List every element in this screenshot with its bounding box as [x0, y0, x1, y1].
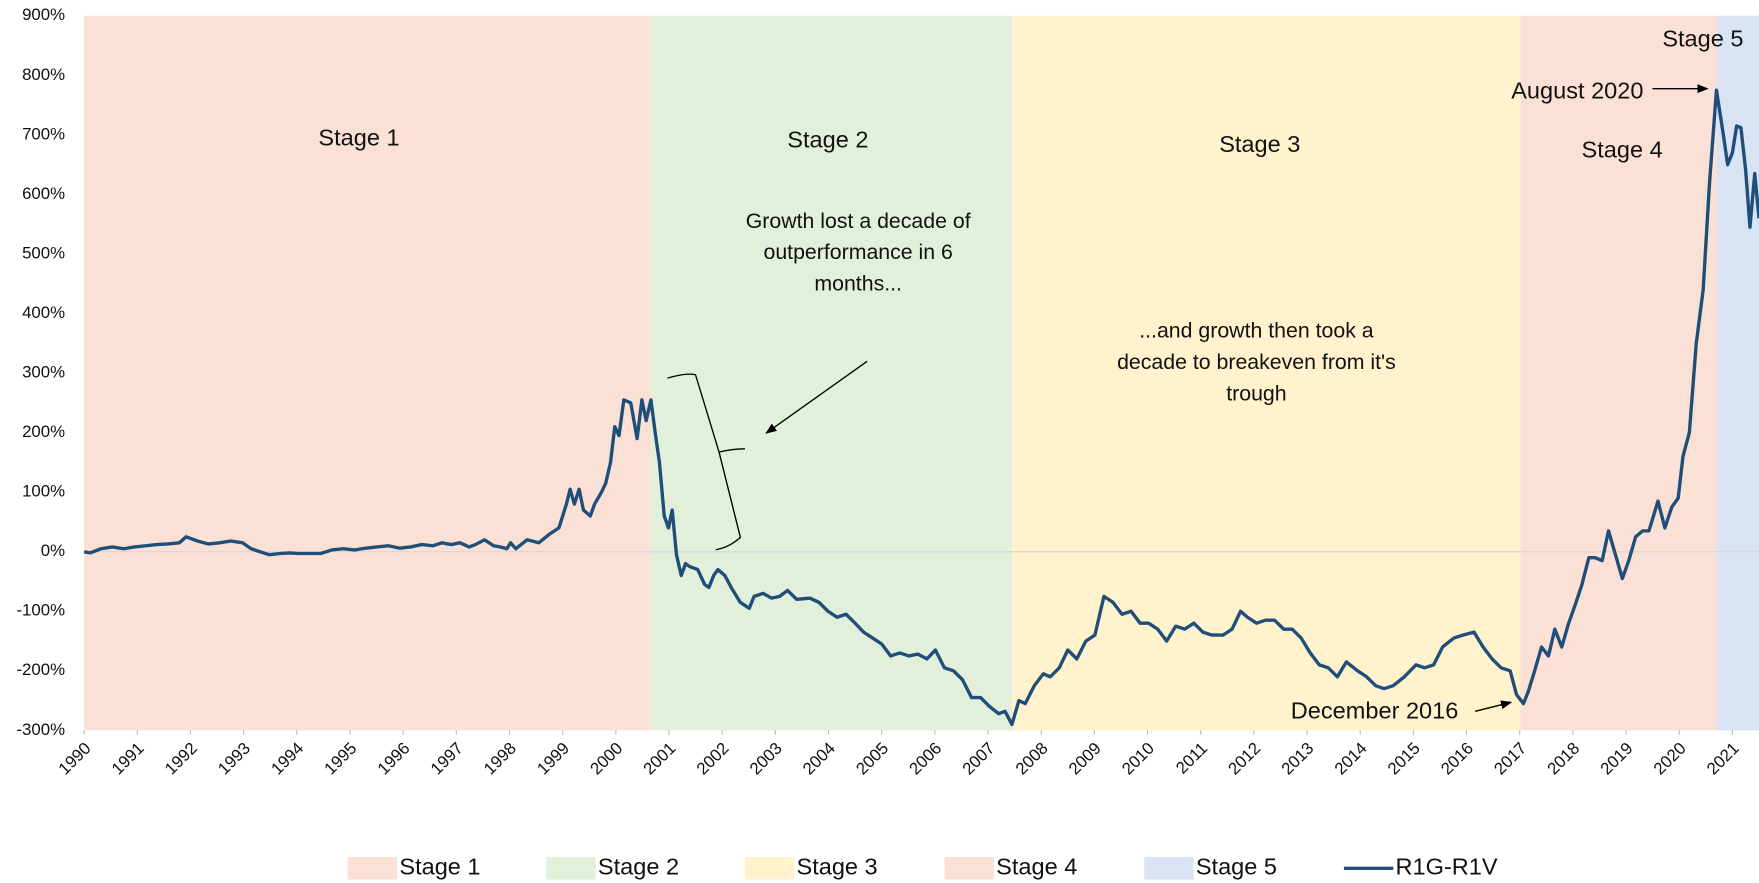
stage-label: Stage 2 [787, 127, 868, 153]
stage-label: Stage 1 [318, 124, 399, 150]
x-tick-label: 2018 [1543, 739, 1583, 779]
y-tick-label: 400% [22, 303, 65, 322]
x-tick-label: 2008 [1012, 739, 1052, 779]
x-tick-label: 2010 [1118, 739, 1158, 779]
x-tick-label: 1997 [427, 739, 467, 779]
y-tick-label: 0% [41, 541, 65, 560]
x-tick-label: 1991 [108, 739, 148, 779]
y-tick-label: 300% [22, 363, 65, 382]
x-tick-label: 2015 [1384, 739, 1424, 779]
arrow [1475, 700, 1513, 712]
x-tick-label: 2016 [1437, 739, 1477, 779]
stage-band [1011, 15, 1521, 731]
x-tick-label: 2004 [799, 739, 839, 779]
x-tick-label: 2017 [1490, 739, 1530, 779]
y-tick-label: -200% [16, 660, 65, 679]
bracket [667, 373, 745, 551]
legend-label: Stage 2 [598, 854, 679, 880]
x-tick-label: 1993 [214, 739, 254, 779]
annotation: Growth lost a decade of [746, 209, 971, 233]
x-tick-label: 2005 [852, 739, 892, 779]
x-tick-label: 1994 [267, 739, 307, 779]
stage-band [650, 15, 1012, 731]
stage-band [84, 15, 651, 731]
x-tick-label: 1990 [55, 739, 95, 779]
x-tick-label: 2001 [640, 739, 680, 779]
stage-label: Stage 3 [1219, 131, 1300, 157]
x-tick-label: 2020 [1650, 739, 1690, 779]
annotation: outperformance in 6 [763, 240, 952, 264]
x-tick-label: 1995 [321, 739, 361, 779]
y-tick-label: -300% [16, 720, 65, 739]
legend-label: Stage 1 [399, 854, 480, 880]
x-tick-label: 2007 [959, 739, 999, 779]
y-tick-label: -100% [16, 601, 65, 620]
series-line [83, 88, 1759, 727]
x-tick-label: 2003 [746, 739, 786, 779]
y-tick-label: 900% [22, 5, 65, 24]
x-tick-label: 2009 [1065, 739, 1105, 779]
x-tick-label: 2012 [1224, 739, 1264, 779]
annotation-arrows [667, 84, 1709, 712]
x-tick-label: 1996 [374, 739, 414, 779]
annotation: ...and growth then took a [1139, 319, 1374, 343]
x-tick-label: 2011 [1172, 739, 1211, 778]
y-tick-label: 700% [22, 124, 65, 143]
legend-swatch [347, 857, 398, 880]
annotation: months... [814, 272, 902, 296]
x-tick-label: 2002 [693, 739, 733, 779]
stage-label: Stage 4 [1582, 137, 1663, 163]
x-tick-label: 2013 [1278, 739, 1318, 779]
annotation: August 2020 [1511, 77, 1643, 103]
x-tick-label: 1992 [161, 739, 201, 779]
y-tick-label: 800% [22, 65, 65, 84]
annotation: trough [1226, 382, 1286, 406]
legend-label: Stage 5 [1196, 854, 1277, 880]
annotation: decade to breakeven from it's [1117, 350, 1396, 374]
x-tick-label: 2014 [1331, 739, 1371, 779]
legend-swatch [546, 857, 596, 880]
legend-label: Stage 3 [796, 854, 877, 880]
y-tick-label: 600% [22, 184, 65, 203]
x-tick-label: 2019 [1597, 739, 1637, 779]
plot [83, 88, 1759, 727]
x-tick-label: 1999 [533, 739, 573, 779]
legend-label: R1G-R1V [1396, 854, 1498, 880]
stage-band [1520, 15, 1717, 731]
legend-swatch [744, 857, 795, 880]
x-tick-label: 2000 [586, 739, 626, 779]
x-tick-label: 2021 [1703, 739, 1743, 779]
stage-bands [84, 15, 1759, 731]
legend-label: Stage 4 [996, 854, 1077, 880]
y-tick-label: 500% [22, 243, 65, 262]
stage-label: Stage 5 [1662, 26, 1743, 52]
annotation: December 2016 [1291, 698, 1459, 724]
arrow [765, 360, 868, 434]
legend-swatch [944, 857, 994, 880]
y-tick-label: 100% [22, 482, 65, 501]
y-tick-label: 200% [22, 422, 65, 441]
x-tick-label: 1998 [480, 739, 520, 779]
legend: Stage 1 Stage 2 Stage 3 Stage 4 Stage 5 R1G-R… [347, 854, 1498, 880]
annotations: Stage 1 Stage 2 Stage 3 Stage 4 Stage 5 Growt… [318, 26, 1743, 724]
legend-swatch [1144, 857, 1194, 880]
x-tick-label: 2006 [905, 739, 945, 779]
